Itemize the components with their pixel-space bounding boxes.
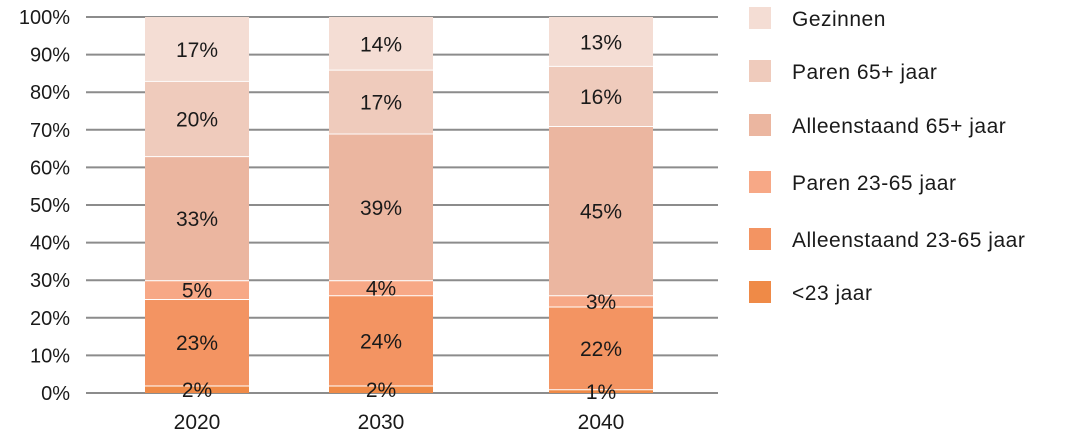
legend-label: Paren 65+ jaar: [792, 61, 937, 84]
legend-label: Paren 23-65 jaar: [792, 172, 956, 195]
data-label: 33%: [176, 208, 218, 231]
data-label: 1%: [586, 381, 616, 404]
bar-segment: [549, 306, 653, 390]
bar-segment: [549, 389, 653, 393]
bar-segment: [145, 156, 249, 281]
y-tick-label: 0%: [41, 383, 70, 405]
bar-segment: [145, 17, 249, 81]
data-label: 2%: [366, 379, 396, 402]
bar-segment: [145, 299, 249, 386]
data-label: 17%: [176, 39, 218, 62]
data-label: 14%: [360, 33, 402, 56]
data-label: 39%: [360, 197, 402, 220]
bars: [145, 17, 653, 393]
y-tick-label: 40%: [30, 233, 70, 255]
bar-segment: [549, 17, 653, 66]
y-axis: 0% 10% 20% 30% 40% 50% 60% 70% 80% 90% 100%: [19, 7, 70, 405]
data-label: 5%: [182, 280, 212, 303]
data-label: 20%: [176, 109, 218, 132]
bar-segment: [329, 17, 433, 70]
legend-swatch: [749, 171, 771, 193]
legend: Gezinnen Paren 65+ jaar Alleenstaand 65+ j…: [749, 7, 1025, 305]
data-labels: 2% 23% 5% 33% 20% 17% 2% 24% 4% 39% 17% 14% 1% 22% 3% 4…: [176, 31, 622, 404]
x-axis: 2020 2030 2040: [174, 411, 625, 434]
data-label: 2%: [182, 379, 212, 402]
legend-label: Alleenstaand 65+ jaar: [792, 115, 1006, 138]
x-category-label: 2020: [174, 411, 221, 434]
y-tick-label: 50%: [30, 195, 70, 217]
legend-label: Alleenstaand 23-65 jaar: [792, 229, 1025, 252]
y-tick-label: 10%: [30, 345, 70, 367]
bar-segment: [145, 80, 249, 157]
data-label: 22%: [580, 338, 622, 361]
bar-segment: [329, 280, 433, 296]
bar-segment: [329, 385, 433, 393]
legend-swatch: [749, 7, 771, 29]
bar-segment: [329, 69, 433, 134]
data-label: 13%: [580, 31, 622, 54]
data-label: 16%: [580, 86, 622, 109]
y-tick-label: 60%: [30, 157, 70, 179]
bar-segment: [549, 295, 653, 307]
y-tick-label: 100%: [19, 7, 70, 29]
legend-swatch: [749, 281, 771, 303]
bar-segment: [145, 280, 249, 299]
y-tick-label: 70%: [30, 120, 70, 142]
y-tick-label: 20%: [30, 308, 70, 330]
y-tick-label: 90%: [30, 45, 70, 67]
data-label: 45%: [580, 201, 622, 224]
legend-label: Gezinnen: [792, 8, 886, 31]
bar-segment: [145, 385, 249, 393]
bar-segment: [329, 295, 433, 386]
data-label: 3%: [586, 291, 616, 314]
x-category-label: 2040: [578, 411, 625, 434]
bar-segment: [549, 65, 653, 127]
y-tick-label: 80%: [30, 82, 70, 104]
bar-segment: [549, 126, 653, 296]
bar-segment: [329, 133, 433, 281]
data-label: 24%: [360, 330, 402, 353]
data-label: 4%: [366, 278, 396, 301]
legend-swatch: [749, 60, 771, 82]
legend-label: <23 jaar: [792, 282, 872, 305]
legend-swatch: [749, 228, 771, 250]
y-tick-label: 30%: [30, 270, 70, 292]
x-category-label: 2030: [358, 411, 405, 434]
legend-swatch: [749, 114, 771, 136]
data-label: 17%: [360, 92, 402, 115]
data-label: 23%: [176, 332, 218, 355]
